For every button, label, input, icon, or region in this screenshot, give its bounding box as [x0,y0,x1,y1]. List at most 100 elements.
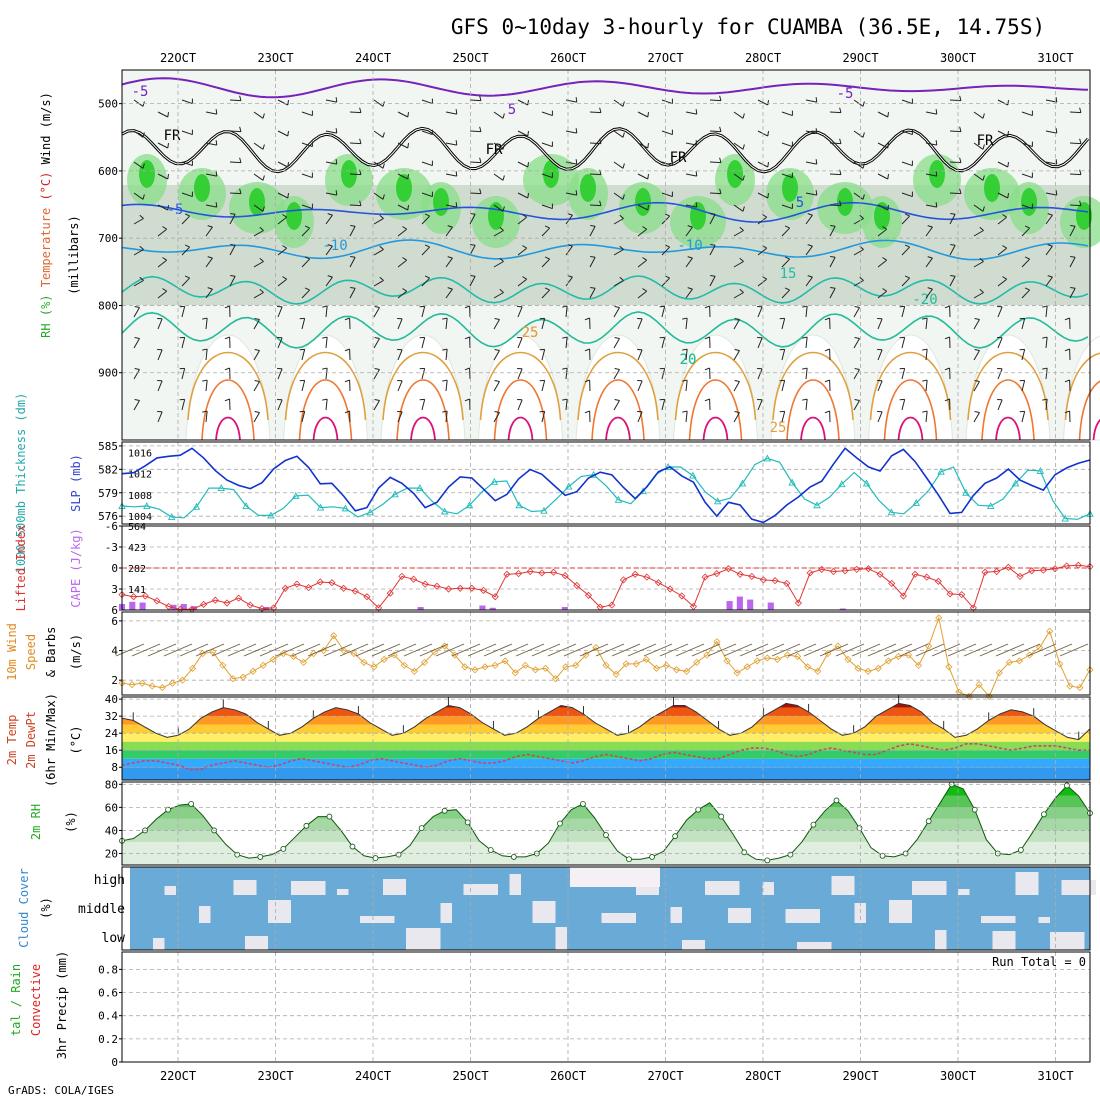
rh2m-point [880,853,885,858]
wind10m-barb [324,644,352,656]
lifted-ylabel: Lifted Index [14,525,28,612]
wind-barb [710,131,721,132]
cloud-cell [533,901,556,923]
rh2m-ylabel-2: (%) [64,811,78,833]
wind10m-barb [244,644,272,656]
isotherm-label: 25 [522,325,539,341]
temp2m-ylabel-2: 2m DewPt [24,711,38,769]
rh2m-point [557,821,562,826]
precip-ylabel-2: Convective [29,964,43,1036]
slp-ylabel-part: SLP (mb) [69,454,83,512]
rh2m-ytick: 80 [105,778,118,791]
wind-barb-flag [408,112,409,117]
wind-barb [950,162,961,163]
wind-barb [1070,112,1081,113]
temp2m-ylabel-3: (6hr Min/Max) [44,693,58,787]
temp2m-ylabel-4: (°C) [69,726,83,755]
rh-bands [122,782,1090,865]
rh2m-point [488,848,493,853]
wind-barb-flag [816,97,817,102]
date-tick-top: 30OCT [940,51,976,65]
cloud-cell [786,909,821,923]
wind-barb-flag [1056,97,1057,102]
wind-barb-flag [336,190,337,195]
wind-barb-flag [216,140,217,145]
wind-barb-flag [336,159,337,164]
rh2m-point [604,833,609,838]
rh2m-point [511,854,516,859]
date-tick-top: 27OCT [647,51,683,65]
rh2m-band [122,819,1090,831]
panel-wind10m-frame [122,612,1090,695]
temp2m-ytick: 16 [105,744,118,757]
cloud-cell [958,889,970,895]
footer-credit: GrADS: COLA/IGES [8,1084,114,1097]
wind-barb [950,193,961,194]
wind-barb [1070,143,1081,144]
temp-band [122,767,1090,780]
wind10m-speed-line [122,618,1090,697]
wind10m-barb [612,644,640,656]
precip-ytick: 0.6 [98,987,118,1000]
wind-barb-flag [696,109,697,114]
wind-barb-flag [888,143,889,148]
wind-barb [350,174,361,175]
wind-barb [590,205,601,206]
cloud-cell [682,940,705,950]
wind-barb [1070,174,1081,175]
wind-barb [590,174,601,175]
wind-barb-flag [576,128,577,133]
lifted-ytick: -6 [105,520,118,533]
cloud-cell [889,900,912,923]
wind10m-barb [228,644,256,656]
wind10m-barb [596,644,624,656]
precip-ylabel-2-part: Convective [29,964,43,1036]
cape-bar [747,600,753,610]
wind10m-barb [484,644,512,656]
cloud-cell [406,928,441,950]
cloud-cell [636,887,659,895]
wind-barb-flag [288,100,289,105]
wind10m-barb [756,644,784,656]
wind-barb [1070,205,1081,206]
wind10m-ylabel-1: 10m Wind [5,623,19,681]
temp2m-ytick: 32 [105,710,118,723]
wind-barb [710,162,721,163]
rh-saturated-core [1021,188,1037,216]
wind-barb-flag [1008,162,1009,167]
date-tick-bottom: 24OCT [355,1069,391,1083]
wind-barb-flag [456,109,457,114]
date-tick-top: 22OCT [160,51,196,65]
wind10m-barb [628,644,656,656]
cape-bar [129,602,135,610]
cloud-row-label: middle [78,902,125,917]
rh2m-point [765,858,770,863]
cloud-ylabel-2-part: (%) [39,897,53,919]
wind-barb-flag [576,159,577,164]
wind10m-ylabel-4-part: (m/s) [69,634,83,670]
wind10m-barb [388,644,416,656]
rh2m-ytick: 40 [105,824,118,837]
cloud-cell [510,874,522,895]
rh2m-point [857,826,862,831]
wind10m-barb [148,644,176,656]
wind10m-barb [980,644,1008,656]
wind-barb-flag [1008,193,1009,198]
cloud-cell [763,882,775,895]
wind-barb-flag [216,109,217,114]
slp-ytick: 1008 [128,491,152,502]
cloud-cell [1039,917,1051,923]
cloud-ylabel-2: (%) [39,897,53,919]
cloud-cell [245,936,268,950]
date-tick-top: 25OCT [452,51,488,65]
precip-ytick: 0.4 [98,1010,118,1023]
rh2m-point [650,854,655,859]
upper-air-ytick: 600 [98,165,118,178]
wind10m-barb [724,644,752,656]
rh2m-point [465,820,470,825]
precip-ytick: 0 [111,1056,118,1069]
date-tick-top: 29OCT [842,51,878,65]
wind-barb-flag [1056,159,1057,164]
cape-ytick: 564 [128,522,146,533]
isotherm-label: FR [486,142,503,158]
